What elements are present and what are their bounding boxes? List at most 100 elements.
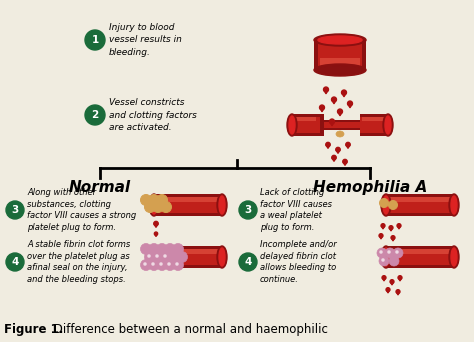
Circle shape xyxy=(385,248,395,258)
Ellipse shape xyxy=(381,246,391,268)
Text: 4: 4 xyxy=(11,257,18,267)
Circle shape xyxy=(173,260,183,271)
Polygon shape xyxy=(381,226,385,229)
Polygon shape xyxy=(346,145,350,148)
FancyBboxPatch shape xyxy=(362,116,384,121)
FancyBboxPatch shape xyxy=(154,265,222,268)
FancyBboxPatch shape xyxy=(314,40,366,70)
FancyBboxPatch shape xyxy=(154,213,222,216)
Circle shape xyxy=(379,234,383,238)
Circle shape xyxy=(168,263,170,265)
FancyBboxPatch shape xyxy=(320,120,360,130)
Circle shape xyxy=(153,251,164,263)
Circle shape xyxy=(389,256,399,266)
Ellipse shape xyxy=(318,36,362,44)
FancyBboxPatch shape xyxy=(360,114,388,136)
Circle shape xyxy=(176,263,178,265)
Ellipse shape xyxy=(383,196,389,214)
Circle shape xyxy=(148,244,159,254)
Circle shape xyxy=(396,290,400,293)
Ellipse shape xyxy=(383,248,389,266)
Polygon shape xyxy=(332,158,336,161)
Circle shape xyxy=(393,248,403,258)
Text: Lack of clotting
factor VIII causes
a weal platelet
plug to form.: Lack of clotting factor VIII causes a we… xyxy=(260,188,332,232)
Ellipse shape xyxy=(449,246,459,268)
Circle shape xyxy=(389,226,393,229)
Text: 3: 3 xyxy=(11,205,18,215)
Text: Difference between a normal and haemophilic: Difference between a normal and haemophi… xyxy=(50,324,328,337)
Ellipse shape xyxy=(318,66,362,74)
Circle shape xyxy=(156,244,167,254)
FancyBboxPatch shape xyxy=(386,194,454,197)
Circle shape xyxy=(380,198,389,208)
Circle shape xyxy=(342,90,346,95)
Polygon shape xyxy=(332,100,336,104)
FancyBboxPatch shape xyxy=(154,194,222,197)
Circle shape xyxy=(173,244,183,254)
Circle shape xyxy=(154,221,158,226)
Ellipse shape xyxy=(289,116,295,134)
Circle shape xyxy=(380,251,382,253)
FancyBboxPatch shape xyxy=(362,40,366,70)
FancyBboxPatch shape xyxy=(386,194,454,216)
Polygon shape xyxy=(379,236,383,239)
FancyBboxPatch shape xyxy=(292,133,320,136)
Polygon shape xyxy=(348,104,352,108)
Ellipse shape xyxy=(151,196,157,214)
Polygon shape xyxy=(320,107,324,112)
Circle shape xyxy=(160,263,162,265)
FancyBboxPatch shape xyxy=(154,197,222,202)
Circle shape xyxy=(332,155,336,160)
FancyBboxPatch shape xyxy=(320,120,360,122)
Circle shape xyxy=(148,195,159,206)
Circle shape xyxy=(140,260,152,271)
Circle shape xyxy=(144,263,146,265)
Ellipse shape xyxy=(383,114,393,136)
Ellipse shape xyxy=(449,194,459,216)
Circle shape xyxy=(347,101,353,106)
Circle shape xyxy=(140,244,152,254)
Circle shape xyxy=(239,253,257,271)
Text: Vessel constricts
and clotting factors
are activated.: Vessel constricts and clotting factors a… xyxy=(109,98,197,132)
FancyBboxPatch shape xyxy=(360,133,388,136)
FancyBboxPatch shape xyxy=(314,40,318,70)
Polygon shape xyxy=(342,92,346,97)
Polygon shape xyxy=(326,145,330,148)
Text: Figure 1.: Figure 1. xyxy=(4,324,64,337)
Ellipse shape xyxy=(149,246,159,268)
Text: 2: 2 xyxy=(91,110,99,120)
Circle shape xyxy=(337,109,343,114)
Polygon shape xyxy=(382,278,386,281)
FancyBboxPatch shape xyxy=(320,114,324,136)
Polygon shape xyxy=(391,238,395,241)
FancyBboxPatch shape xyxy=(292,114,320,117)
Circle shape xyxy=(324,87,328,92)
Circle shape xyxy=(326,142,330,147)
Circle shape xyxy=(164,260,175,271)
Ellipse shape xyxy=(217,194,227,216)
Circle shape xyxy=(161,201,172,212)
Circle shape xyxy=(164,244,175,254)
Text: Hemophilia A: Hemophilia A xyxy=(313,180,427,195)
Text: A stable fibrin clot forms
over the platelet plug as
afinal seal on the injury,
: A stable fibrin clot forms over the plat… xyxy=(27,240,130,284)
Circle shape xyxy=(145,201,155,212)
Polygon shape xyxy=(396,292,400,295)
Circle shape xyxy=(390,280,394,284)
FancyBboxPatch shape xyxy=(386,197,454,202)
Ellipse shape xyxy=(451,196,457,214)
FancyBboxPatch shape xyxy=(386,249,454,254)
Ellipse shape xyxy=(149,194,159,216)
FancyBboxPatch shape xyxy=(386,213,454,216)
Circle shape xyxy=(396,251,398,253)
Text: 3: 3 xyxy=(245,205,252,215)
Circle shape xyxy=(381,224,385,227)
FancyBboxPatch shape xyxy=(386,246,454,249)
Circle shape xyxy=(379,256,389,266)
Circle shape xyxy=(377,248,387,258)
Polygon shape xyxy=(386,290,390,293)
Polygon shape xyxy=(398,278,402,281)
Circle shape xyxy=(176,251,188,263)
Circle shape xyxy=(398,276,402,279)
Circle shape xyxy=(6,201,24,219)
Polygon shape xyxy=(330,121,334,126)
